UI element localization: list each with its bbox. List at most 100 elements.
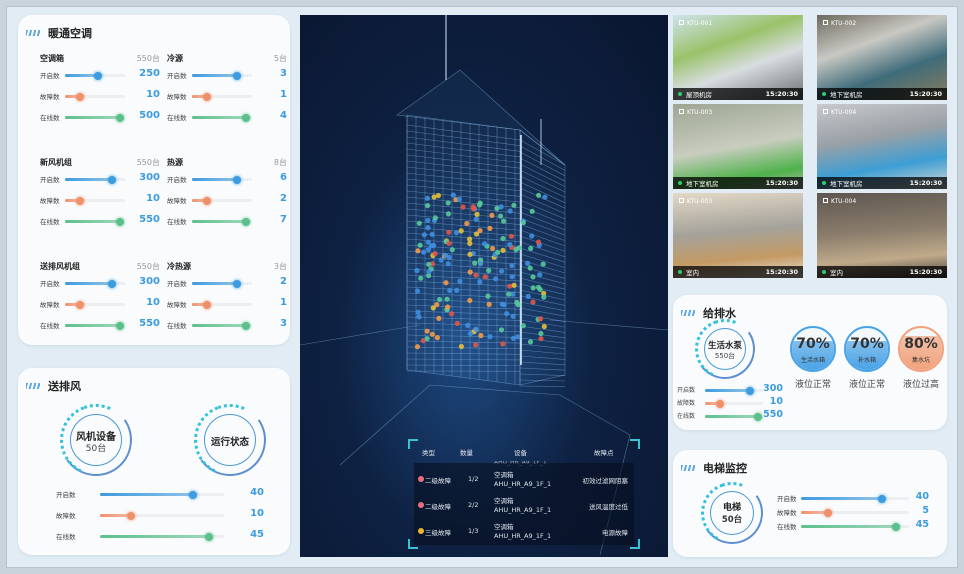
stat-slider[interactable] [65, 217, 125, 226]
sensor-point [425, 203, 431, 209]
slider-knob[interactable] [116, 217, 125, 226]
slider-fill [192, 282, 237, 285]
slider-knob[interactable] [76, 92, 84, 101]
building-3d-view[interactable]: 类型 数量 设备 故障点 AHU_HR_A9_1F_1 二级故障 1/2 空调箱… [300, 15, 668, 557]
slider-knob[interactable] [127, 511, 135, 520]
stat-slider[interactable] [192, 92, 252, 101]
stat-slider[interactable] [65, 279, 125, 288]
sensor-point [538, 316, 544, 322]
slider-knob[interactable] [94, 71, 102, 80]
stat-slider[interactable] [801, 508, 909, 517]
fault-row[interactable]: 二级故障 2/2 空调箱 AHU_HR_A9_1F_1 送风温度过低 [414, 495, 634, 517]
camera-feed[interactable]: KTU-003 室内 15:20:30 [673, 193, 803, 278]
fault-row[interactable]: 三级故障 1/3 空调箱 AHU_HR_A9_1F_1 电源故障 [414, 521, 634, 543]
water-title: 给排水 [681, 305, 736, 321]
slider-knob[interactable] [824, 508, 832, 517]
sensor-point [490, 245, 496, 252]
camera-feed[interactable]: KTU-003 地下室机房 15:20:30 [673, 104, 803, 189]
stat-slider[interactable] [65, 300, 125, 309]
slider-knob[interactable] [107, 175, 116, 184]
slider-fill [192, 220, 246, 223]
stat-slider[interactable] [65, 71, 125, 80]
stat-value: 2 [280, 193, 287, 204]
camera-location: 室内 [686, 269, 699, 277]
slider-knob[interactable] [892, 522, 901, 531]
stat-slider[interactable] [65, 113, 125, 122]
slider-fill [192, 178, 237, 181]
stat-row-fault: 故障数 10 [56, 508, 271, 521]
camera-footer: 屋顶机房 15:20:30 [673, 88, 803, 100]
hvac-group: 空调箱 550台 开启数 250 故障数 10 在线数 500 [40, 53, 160, 133]
sensor-point [458, 343, 464, 350]
fault-row[interactable]: 二级故障 1/2 空调箱 AHU_HR_A9_1F_1 初效过滤网阻塞 [414, 469, 634, 491]
slider-knob[interactable] [189, 490, 197, 499]
sensor-point [464, 220, 470, 227]
run-status-gauge[interactable]: 运行状态 [183, 393, 277, 487]
slider-knob[interactable] [116, 321, 125, 330]
slider-knob[interactable] [116, 113, 125, 122]
stat-slider[interactable] [192, 321, 252, 330]
stat-slider[interactable] [192, 196, 252, 205]
water-title-text: 给排水 [703, 307, 736, 320]
stat-slider[interactable] [100, 490, 224, 499]
water-pump-gauge: 生活水泵 550台 [686, 310, 764, 388]
water-tank-gauge[interactable]: 80% 集水坑 [898, 326, 944, 372]
slider-fill [705, 389, 751, 392]
slider-knob[interactable] [76, 196, 84, 205]
stat-value: 1 [280, 297, 287, 308]
camera-feed[interactable]: KTU-004 地下室机房 15:20:30 [817, 104, 947, 189]
stat-row-on: 开启数 300 [677, 383, 783, 396]
slider-knob[interactable] [205, 532, 214, 541]
water-tank-gauge[interactable]: 70% 生活水箱 [790, 326, 836, 372]
stat-slider[interactable] [65, 175, 125, 184]
stat-slider[interactable] [65, 321, 125, 330]
stat-slider[interactable] [801, 494, 909, 503]
slider-knob[interactable] [233, 175, 241, 184]
fault-point: 电源故障 [602, 529, 628, 537]
water-tank-gauge[interactable]: 70% 补水箱 [844, 326, 890, 372]
stat-row-on: 开启数 3 [167, 68, 287, 81]
camera-feed[interactable]: KTU-002 地下室机房 15:20:30 [817, 15, 947, 100]
fault-point: 送风温度过低 [589, 503, 628, 511]
group-name: 空调箱 [40, 54, 64, 63]
slider-knob[interactable] [746, 386, 755, 395]
stat-row-fault: 故障数 10 [677, 396, 783, 409]
stat-label: 在线数 [40, 322, 60, 330]
slider-knob[interactable] [715, 399, 724, 408]
slider-knob[interactable] [242, 113, 250, 122]
camera-feed[interactable]: KTU-004 室内 15:20:30 [817, 193, 947, 278]
stat-slider[interactable] [65, 92, 125, 101]
slider-knob[interactable] [233, 71, 241, 80]
slider-knob[interactable] [203, 196, 211, 205]
sensor-point [528, 245, 534, 251]
slider-knob[interactable] [754, 412, 763, 421]
slider-fill [100, 493, 193, 496]
group-total: 550台 [136, 158, 160, 167]
stat-slider[interactable] [192, 217, 252, 226]
stat-slider[interactable] [192, 71, 252, 80]
stat-slider[interactable] [192, 113, 252, 122]
slider-knob[interactable] [242, 321, 250, 330]
stat-slider[interactable] [100, 532, 224, 541]
slider-knob[interactable] [203, 300, 211, 309]
slider-knob[interactable] [107, 279, 116, 288]
stat-slider[interactable] [100, 511, 224, 520]
slider-knob[interactable] [76, 300, 84, 309]
sensor-point [520, 323, 526, 329]
camera-id-text: KTU-002 [831, 20, 857, 27]
camera-feed[interactable]: KTU-001 屋顶机房 15:20:30 [673, 15, 803, 100]
stat-slider[interactable] [705, 386, 763, 395]
stat-slider[interactable] [192, 279, 252, 288]
slider-knob[interactable] [878, 494, 886, 503]
slider-knob[interactable] [233, 279, 241, 288]
camera-location: 地下室机房 [830, 180, 863, 188]
stat-slider[interactable] [705, 399, 763, 408]
stat-slider[interactable] [65, 196, 125, 205]
slider-knob[interactable] [203, 92, 211, 101]
stat-slider[interactable] [192, 300, 252, 309]
slider-knob[interactable] [242, 217, 250, 226]
ventilation-panel: 送排风 风机设备 50台 运行状态 开启数 40 故障数 10 在线数 45 [18, 368, 290, 555]
stat-slider[interactable] [801, 522, 909, 531]
stat-slider[interactable] [192, 175, 252, 184]
stat-slider[interactable] [705, 412, 763, 421]
